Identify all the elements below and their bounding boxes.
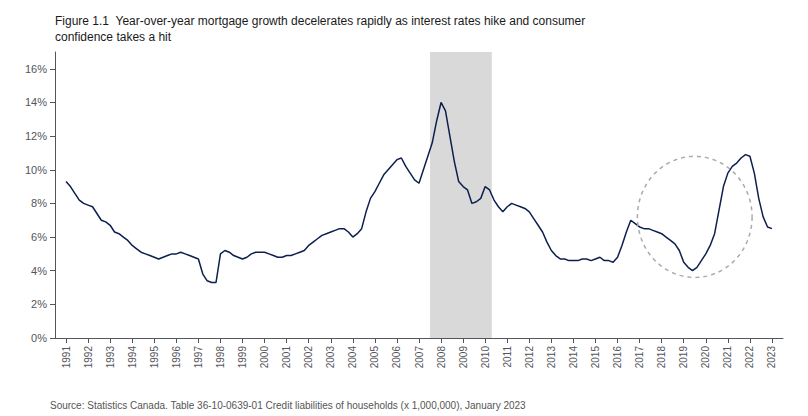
svg-text:2%: 2% xyxy=(31,298,47,310)
svg-text:2023: 2023 xyxy=(766,346,777,369)
svg-text:confidence takes a hit: confidence takes a hit xyxy=(55,30,172,44)
svg-text:14%: 14% xyxy=(25,96,47,108)
svg-text:2005: 2005 xyxy=(369,346,380,369)
svg-text:1997: 1997 xyxy=(193,346,204,369)
svg-text:1995: 1995 xyxy=(149,346,160,369)
svg-text:Source: Statistics Canada. Tab: Source: Statistics Canada. Table 36-10-0… xyxy=(50,400,526,411)
svg-text:2010: 2010 xyxy=(480,346,491,369)
svg-text:1992: 1992 xyxy=(83,346,94,369)
svg-text:2006: 2006 xyxy=(391,346,402,369)
svg-text:1991: 1991 xyxy=(61,346,72,369)
svg-text:4%: 4% xyxy=(31,265,47,277)
svg-text:2002: 2002 xyxy=(303,346,314,369)
svg-text:16%: 16% xyxy=(25,63,47,75)
svg-text:8%: 8% xyxy=(31,197,47,209)
svg-text:2004: 2004 xyxy=(347,346,358,369)
svg-text:2017: 2017 xyxy=(634,346,645,369)
svg-text:12%: 12% xyxy=(25,130,47,142)
svg-text:2000: 2000 xyxy=(259,346,270,369)
svg-text:10%: 10% xyxy=(25,164,47,176)
svg-text:1999: 1999 xyxy=(237,346,248,369)
svg-text:2003: 2003 xyxy=(325,346,336,369)
svg-text:2020: 2020 xyxy=(700,346,711,369)
svg-text:2016: 2016 xyxy=(612,346,623,369)
svg-text:2013: 2013 xyxy=(546,346,557,369)
svg-text:1996: 1996 xyxy=(171,346,182,369)
svg-text:2008: 2008 xyxy=(436,346,447,369)
svg-text:1994: 1994 xyxy=(127,346,138,369)
svg-text:2022: 2022 xyxy=(744,346,755,369)
svg-text:2001: 2001 xyxy=(281,346,292,369)
svg-text:6%: 6% xyxy=(31,231,47,243)
svg-text:2007: 2007 xyxy=(414,346,425,369)
svg-text:2012: 2012 xyxy=(524,346,535,369)
svg-text:2009: 2009 xyxy=(458,346,469,369)
svg-text:2011: 2011 xyxy=(502,346,513,368)
svg-text:2021: 2021 xyxy=(722,346,733,369)
svg-text:2019: 2019 xyxy=(678,346,689,369)
svg-text:0%: 0% xyxy=(31,332,47,344)
svg-text:Figure 1.1 Year-over-year mor: Figure 1.1 Year-over-year mortgage growt… xyxy=(55,14,585,28)
svg-text:2018: 2018 xyxy=(656,346,667,369)
svg-text:1993: 1993 xyxy=(105,346,116,369)
svg-text:1998: 1998 xyxy=(215,346,226,369)
svg-text:2014: 2014 xyxy=(568,346,579,369)
svg-text:2015: 2015 xyxy=(590,346,601,369)
